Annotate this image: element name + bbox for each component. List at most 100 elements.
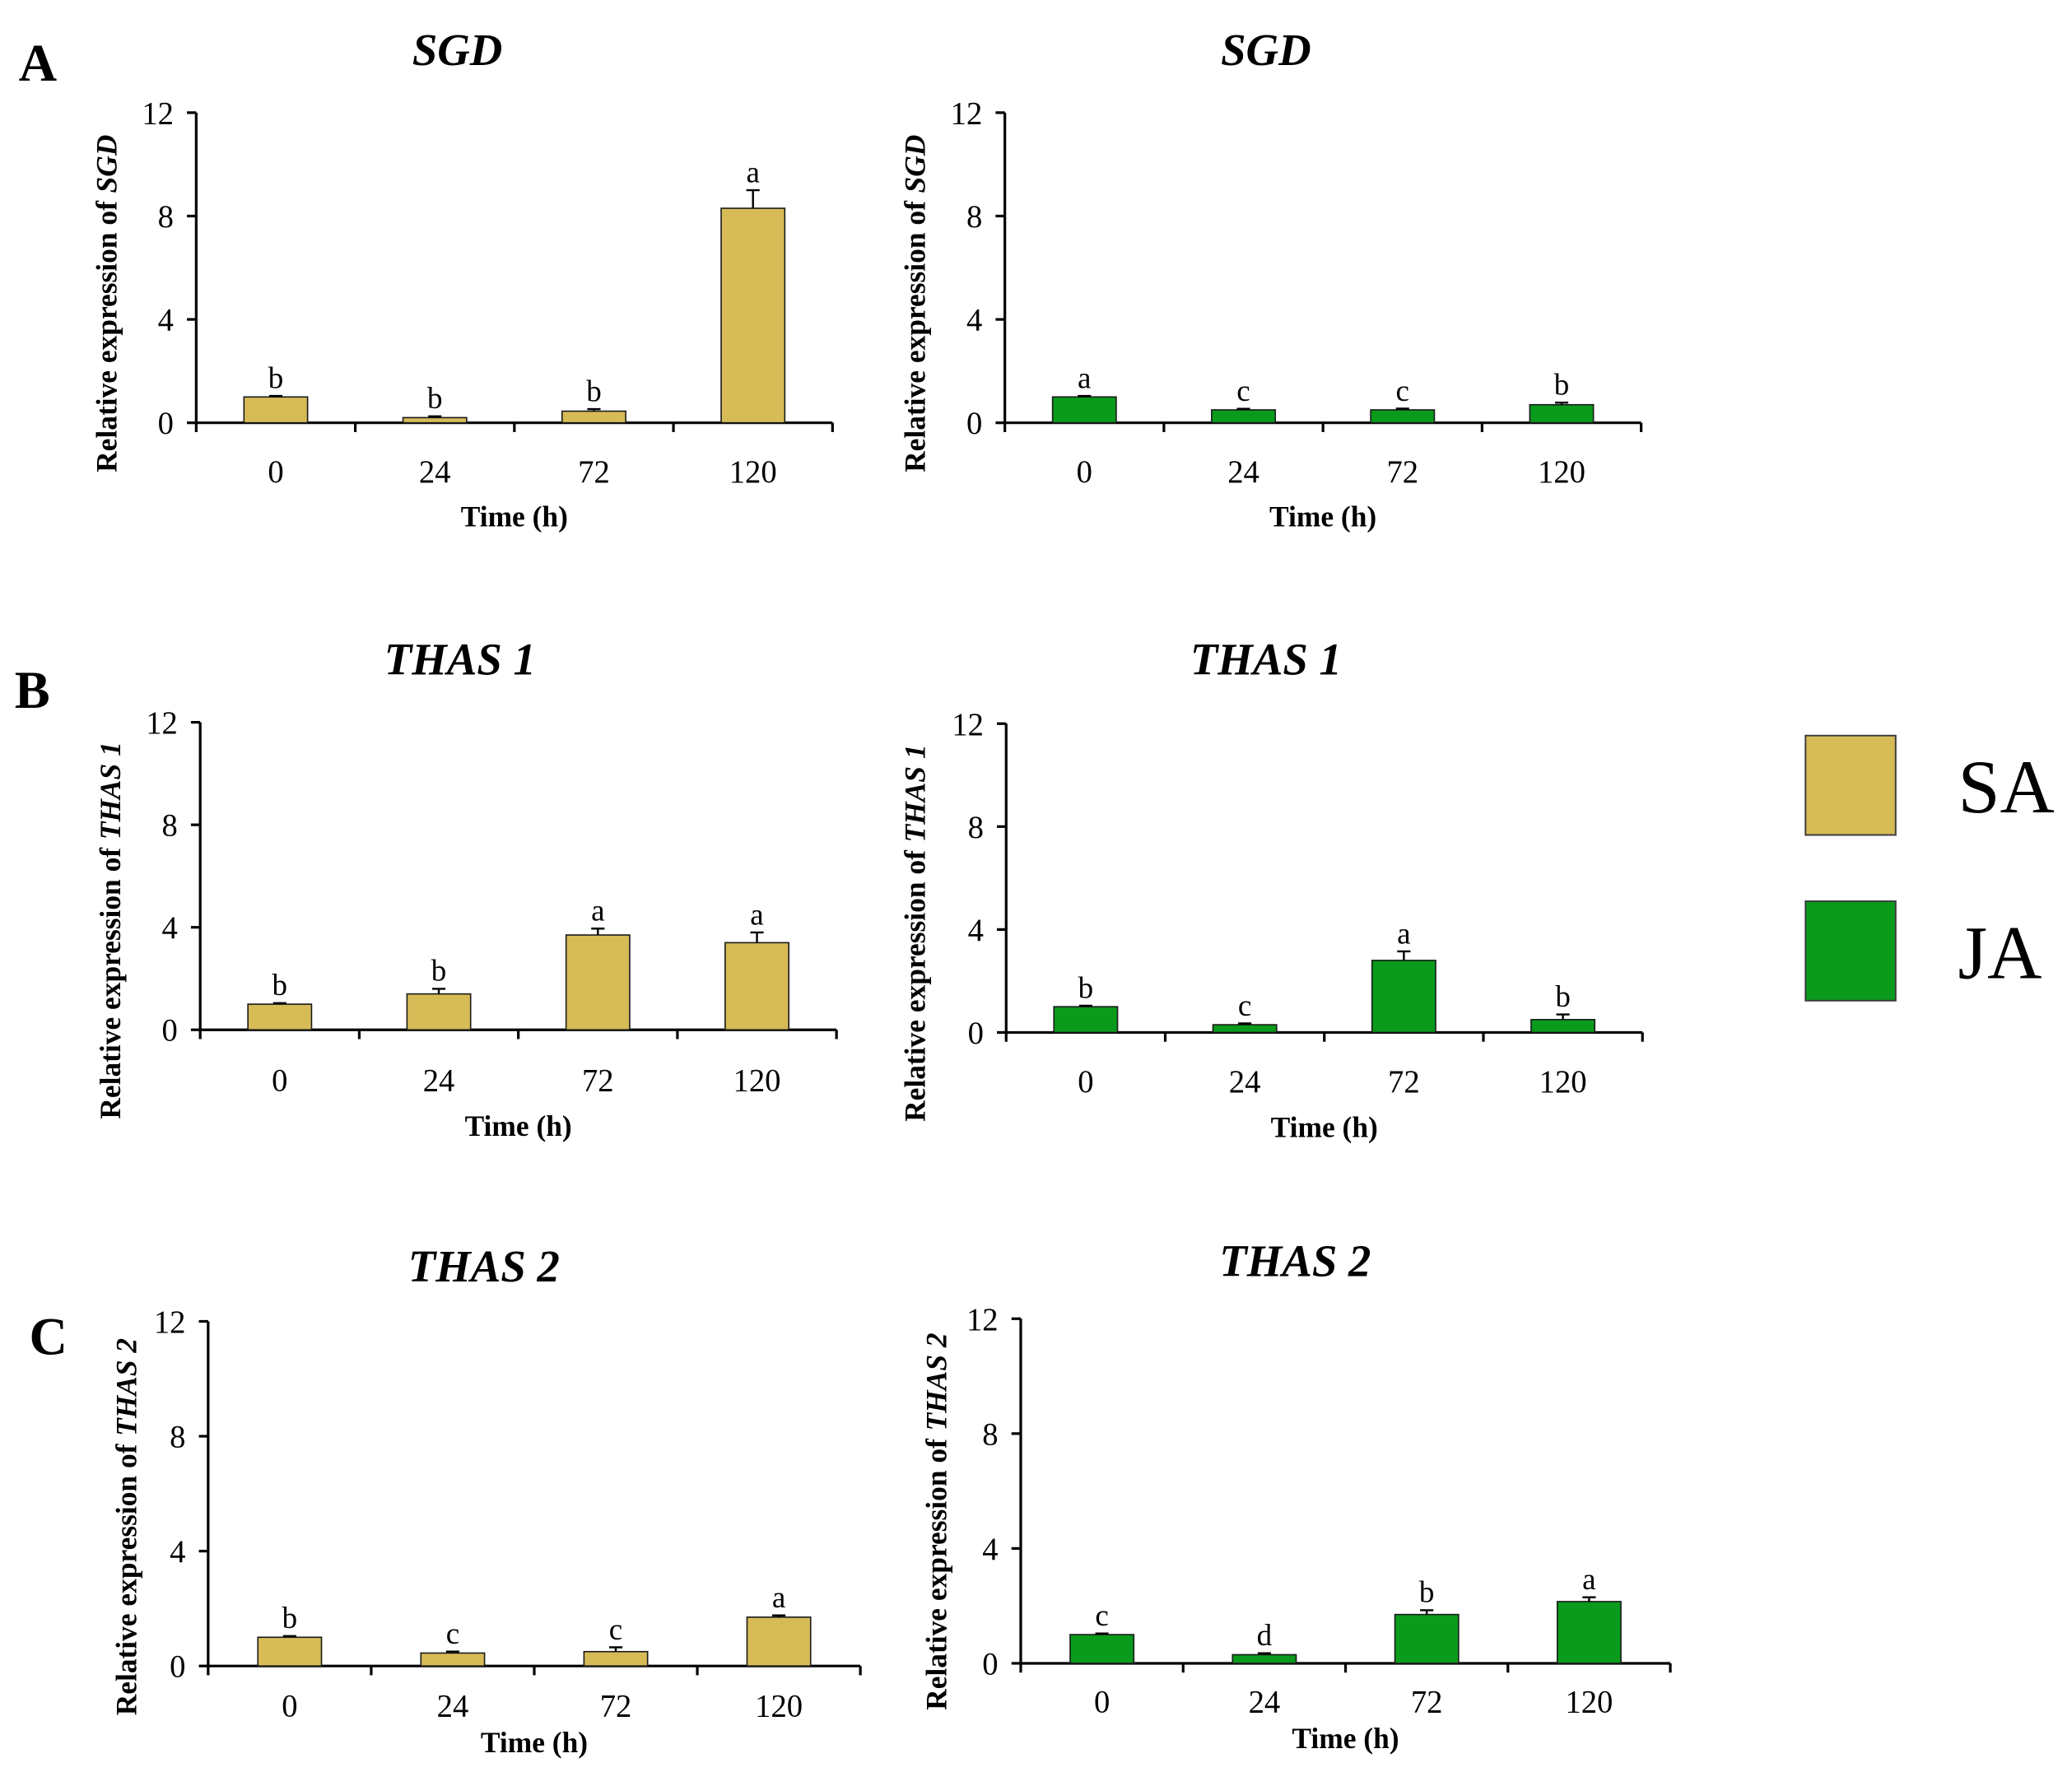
- x-tick-label: 24: [423, 1063, 455, 1098]
- significance-letter: b: [1555, 980, 1571, 1014]
- legend-swatch-sa: [1804, 734, 1897, 836]
- chart-title: SGD: [1221, 25, 1311, 75]
- x-tick-label: 72: [1386, 455, 1418, 490]
- bar: [1232, 1653, 1297, 1664]
- panel-label-b: B: [15, 661, 50, 719]
- significance-letter: d: [1257, 1619, 1273, 1653]
- x-tick-label: 120: [729, 455, 777, 490]
- x-tick-label: 24: [1229, 1065, 1261, 1100]
- y-tick-label: 12: [146, 706, 178, 741]
- y-tick-label: 8: [170, 1421, 185, 1455]
- bar: [1370, 409, 1436, 424]
- y-axis-label: Relative expression of THAS 1: [94, 742, 127, 1119]
- bar: [247, 1003, 313, 1031]
- y-tick-label: 12: [154, 1305, 186, 1340]
- y-axis-label-gene: THAS 2: [920, 1332, 952, 1430]
- y-tick-label: 4: [968, 914, 984, 948]
- legend: SA JA: [1804, 734, 2055, 1002]
- y-axis-label-gene: THAS 1: [899, 744, 932, 842]
- significance-letter: a: [746, 156, 759, 189]
- y-tick-label: 4: [982, 1532, 998, 1567]
- x-tick-label: 72: [1411, 1686, 1443, 1720]
- significance-letter: b: [1554, 369, 1570, 402]
- significance-letter: a: [1078, 361, 1091, 395]
- significance-letter: a: [591, 895, 604, 928]
- bar: [1556, 1601, 1622, 1664]
- x-tick-label: 72: [600, 1689, 632, 1723]
- bar: [1069, 1634, 1135, 1664]
- x-axis-label: Time (h): [461, 500, 568, 533]
- chart-title: THAS 1: [1190, 635, 1342, 685]
- y-axis-label: Relative expression of SGD: [899, 135, 932, 472]
- y-tick-label: 0: [158, 407, 174, 441]
- significance-letter: a: [1397, 917, 1410, 951]
- bar: [243, 396, 309, 424]
- x-tick-label: 120: [1538, 455, 1585, 490]
- x-axis-label: Time (h): [465, 1109, 572, 1142]
- bar: [561, 410, 626, 424]
- x-tick-label: 0: [1077, 455, 1092, 490]
- bar: [402, 416, 468, 424]
- x-tick-label: 0: [268, 455, 283, 490]
- x-tick-label: 120: [1539, 1065, 1587, 1100]
- x-tick-label: 0: [1094, 1686, 1110, 1720]
- y-axis-label: Relative expression of THAS 2: [109, 1338, 142, 1715]
- bar: [583, 1650, 649, 1667]
- y-axis-label-prefix: Relative expression of: [920, 1438, 952, 1710]
- legend-label-sa: SA: [1958, 745, 2054, 829]
- y-axis-label-prefix: Relative expression of: [90, 200, 123, 472]
- y-axis-label: Relative expression of THAS 1: [899, 744, 932, 1121]
- significance-letter: c: [609, 1613, 622, 1647]
- y-tick-label: 0: [982, 1647, 998, 1681]
- y-tick-label: 4: [162, 911, 178, 946]
- x-tick-label: 120: [1565, 1686, 1613, 1720]
- significance-letter: b: [1419, 1576, 1435, 1610]
- x-tick-label: 120: [733, 1063, 781, 1098]
- significance-letter: a: [750, 898, 763, 932]
- y-axis-label-prefix: Relative expression of: [899, 200, 932, 472]
- x-tick-label: 24: [1227, 455, 1259, 490]
- y-tick-label: 0: [968, 1016, 984, 1051]
- y-tick-label: 0: [966, 407, 982, 441]
- significance-letter: c: [1396, 374, 1409, 408]
- significance-letter: b: [1078, 971, 1094, 1005]
- bar: [1530, 1019, 1596, 1034]
- y-axis-label-gene: SGD: [899, 135, 932, 193]
- x-tick-label: 72: [582, 1063, 614, 1098]
- panel-label-c: C: [29, 1308, 68, 1366]
- y-axis-label: Relative expression of SGD: [90, 135, 123, 472]
- x-tick-label: 120: [755, 1689, 803, 1723]
- bar: [724, 942, 789, 1031]
- x-tick-label: 24: [1249, 1686, 1281, 1720]
- y-tick-label: 12: [952, 708, 984, 742]
- chart-title: THAS 1: [384, 635, 536, 685]
- y-axis-label-prefix: Relative expression of: [109, 1443, 142, 1715]
- bar: [1212, 1024, 1278, 1034]
- chart-title: SGD: [412, 25, 503, 75]
- significance-letter: b: [272, 969, 288, 1002]
- bar: [1211, 409, 1276, 424]
- significance-letter: c: [1236, 374, 1250, 408]
- bar: [1051, 396, 1117, 424]
- bar: [406, 993, 472, 1031]
- x-axis-label: Time (h): [1269, 500, 1376, 533]
- x-axis-label: Time (h): [1292, 1722, 1399, 1755]
- x-tick-label: 24: [419, 455, 451, 490]
- bar: [420, 1652, 486, 1667]
- significance-letter: c: [1238, 989, 1251, 1023]
- significance-letter: c: [446, 1617, 459, 1651]
- significance-letter: c: [1095, 1599, 1108, 1633]
- significance-letter: b: [431, 955, 447, 988]
- y-tick-label: 12: [142, 96, 174, 131]
- bar: [1529, 403, 1595, 424]
- chart-title: THAS 2: [1219, 1236, 1371, 1286]
- significance-letter: a: [1582, 1563, 1595, 1597]
- y-tick-label: 8: [968, 811, 984, 845]
